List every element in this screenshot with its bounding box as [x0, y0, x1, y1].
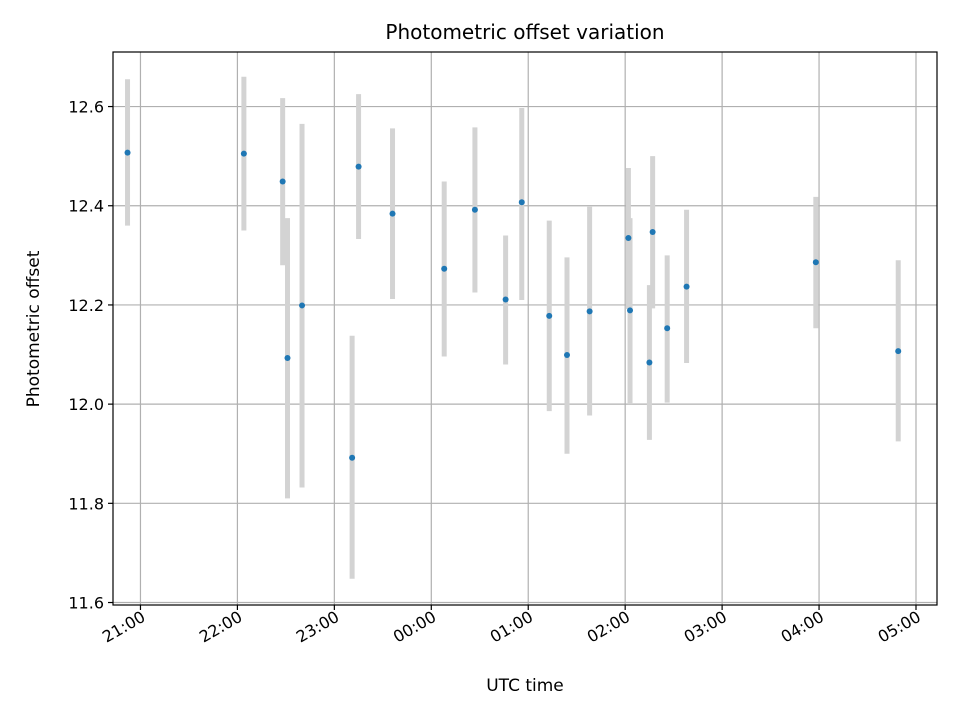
x-axis-label: UTC time — [486, 676, 564, 696]
y-tick-label: 12.2 — [68, 296, 104, 315]
data-points — [124, 149, 902, 461]
data-point — [389, 210, 396, 217]
data-point — [518, 199, 525, 206]
data-point — [299, 302, 306, 309]
data-point — [471, 206, 478, 213]
data-point — [240, 150, 247, 157]
y-tick-label: 12.0 — [68, 395, 104, 414]
data-point — [649, 229, 656, 236]
data-point — [355, 163, 362, 170]
grid — [113, 52, 937, 605]
data-point — [502, 296, 509, 303]
y-tick-label: 11.6 — [68, 594, 104, 613]
data-point — [812, 259, 819, 266]
data-point — [664, 325, 671, 332]
data-point — [279, 178, 286, 185]
data-point — [586, 308, 593, 315]
data-point — [646, 359, 653, 366]
data-point — [683, 283, 690, 290]
y-axis-label: Photometric offset — [24, 250, 44, 407]
data-point — [895, 348, 902, 355]
data-point — [441, 265, 448, 272]
y-tick-label: 11.8 — [68, 494, 104, 513]
data-point — [284, 355, 291, 362]
data-point — [625, 234, 632, 241]
data-point — [349, 454, 356, 461]
data-point — [546, 312, 553, 319]
y-tick-label: 12.4 — [68, 197, 104, 216]
chart-title: Photometric offset variation — [385, 20, 664, 44]
data-point — [124, 149, 131, 156]
y-tick-label: 12.6 — [68, 98, 104, 117]
plot-frame — [112, 51, 938, 606]
data-point — [564, 352, 571, 359]
data-point — [627, 307, 634, 314]
